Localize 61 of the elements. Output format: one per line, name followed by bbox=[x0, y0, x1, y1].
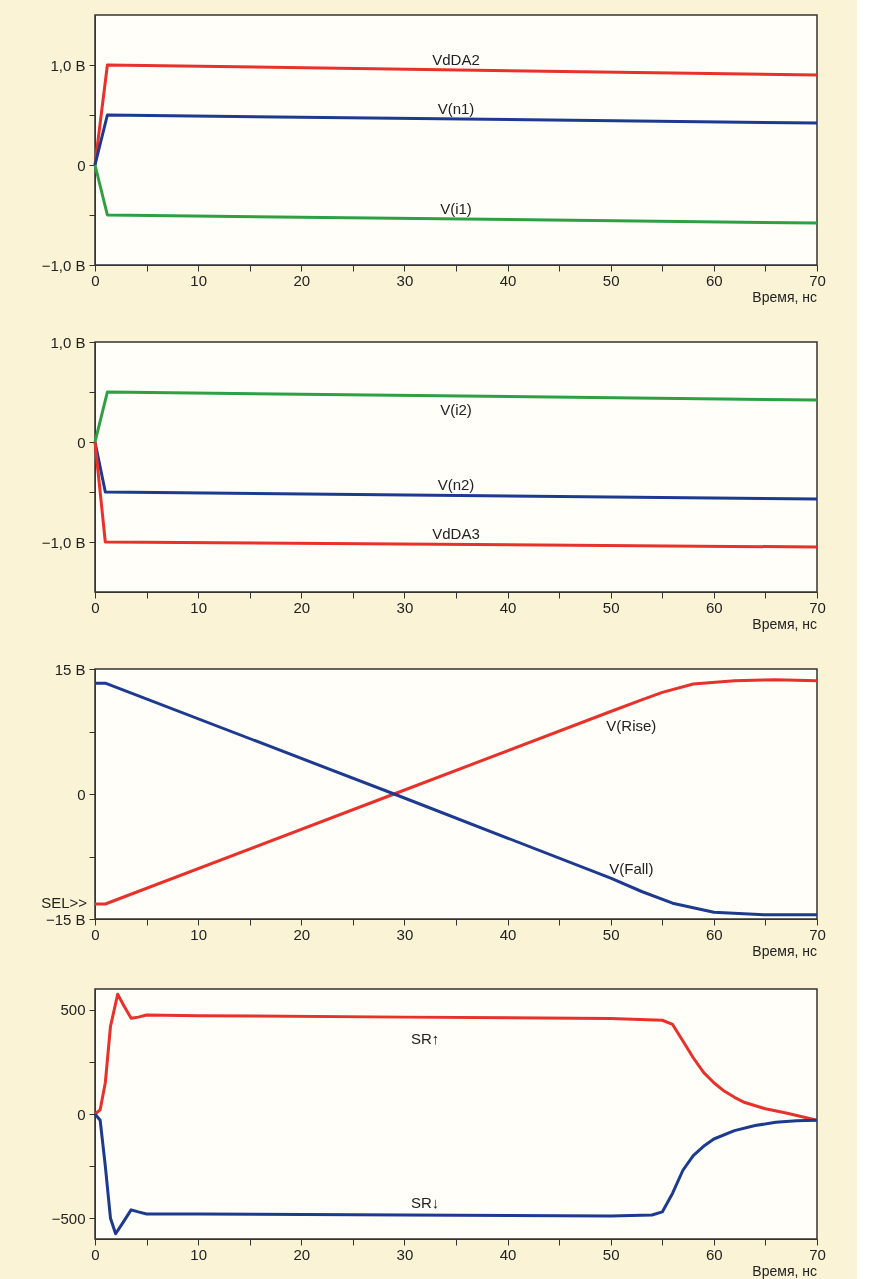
x-tick-label: 0 bbox=[91, 598, 100, 616]
y-tick-label: 15 В bbox=[54, 660, 86, 678]
text: SEL>> bbox=[41, 894, 88, 911]
y-tick-label: −500 bbox=[51, 1209, 86, 1227]
x-tick-label: 20 bbox=[293, 598, 311, 616]
x-tick-label: 50 bbox=[602, 598, 620, 616]
series-label: V(Fall) bbox=[609, 860, 654, 878]
line-series bbox=[93, 992, 819, 1122]
x-tick-label: 40 bbox=[499, 925, 517, 943]
x-tick-label: 60 bbox=[706, 598, 723, 616]
x-tick-label: 0 bbox=[91, 271, 100, 289]
y-tick-label: 0 bbox=[77, 1105, 86, 1123]
x-tick-label: 60 bbox=[706, 1245, 723, 1263]
x-tick-label: 70 bbox=[809, 1245, 826, 1263]
y-tick-label: −1,0 В bbox=[41, 533, 86, 551]
x-tick-label: 10 bbox=[190, 598, 207, 616]
x-tick-label: 0 bbox=[91, 925, 100, 943]
x-tick-label: 50 bbox=[602, 925, 620, 943]
x-tick-label: 70 bbox=[809, 271, 826, 289]
x-tick-label: 70 bbox=[809, 598, 826, 616]
x-axis-title: Время, нс bbox=[752, 943, 817, 959]
x-tick-label: 40 bbox=[499, 271, 517, 289]
series-label: SR↓ bbox=[410, 1194, 440, 1212]
x-tick-label: 70 bbox=[809, 925, 826, 943]
x-tick-label: 10 bbox=[190, 925, 207, 943]
x-tick-label: 30 bbox=[396, 1245, 414, 1263]
series-label: VdDA3 bbox=[432, 525, 480, 543]
x-tick-label: 10 bbox=[190, 271, 207, 289]
y-tick-label: 0 bbox=[77, 785, 86, 803]
series-label: SR↑ bbox=[410, 1030, 440, 1048]
x-axis-title: Время, нс bbox=[752, 616, 817, 632]
line-series bbox=[93, 1112, 819, 1236]
x-tick-label: 20 bbox=[293, 271, 311, 289]
x-tick-label: 20 bbox=[293, 925, 311, 943]
series-label: VdDA2 bbox=[432, 50, 480, 68]
x-tick-label: 30 bbox=[396, 271, 414, 289]
y-tick-label: 0 bbox=[77, 433, 86, 451]
y-tick-label: 500 bbox=[60, 1001, 86, 1019]
y-tick-label: −1,0 В bbox=[41, 256, 86, 274]
x-tick-label: 0 bbox=[91, 1245, 100, 1263]
x-tick-label: 10 bbox=[190, 1245, 207, 1263]
x-tick-label: 30 bbox=[396, 598, 414, 616]
series-label: V(i1) bbox=[440, 199, 472, 217]
x-tick-label: 50 bbox=[602, 1245, 620, 1263]
x-tick-label: 50 bbox=[602, 271, 620, 289]
series-label: V(i2) bbox=[440, 400, 472, 418]
y-tick-label: 1,0 В bbox=[50, 333, 86, 351]
x-tick-label: 30 bbox=[396, 925, 414, 943]
y-tick-label: −15 В bbox=[45, 910, 86, 928]
x-tick-label: 60 bbox=[706, 925, 723, 943]
x-tick-label: 20 bbox=[293, 1245, 311, 1263]
x-tick-label: 60 bbox=[706, 271, 723, 289]
y-tick-label: 1,0 В bbox=[50, 56, 86, 74]
series-label: V(n1) bbox=[437, 99, 475, 117]
x-axis-title: Время, нс bbox=[752, 289, 817, 305]
x-tick-label: 40 bbox=[499, 1245, 517, 1263]
x-tick-label: 40 bbox=[499, 598, 517, 616]
x-axis-title: Время, нс bbox=[752, 1263, 817, 1279]
y-tick-label: 0 bbox=[77, 156, 86, 174]
series-label: V(Rise) bbox=[606, 716, 657, 734]
series-label: V(n2) bbox=[437, 476, 475, 494]
